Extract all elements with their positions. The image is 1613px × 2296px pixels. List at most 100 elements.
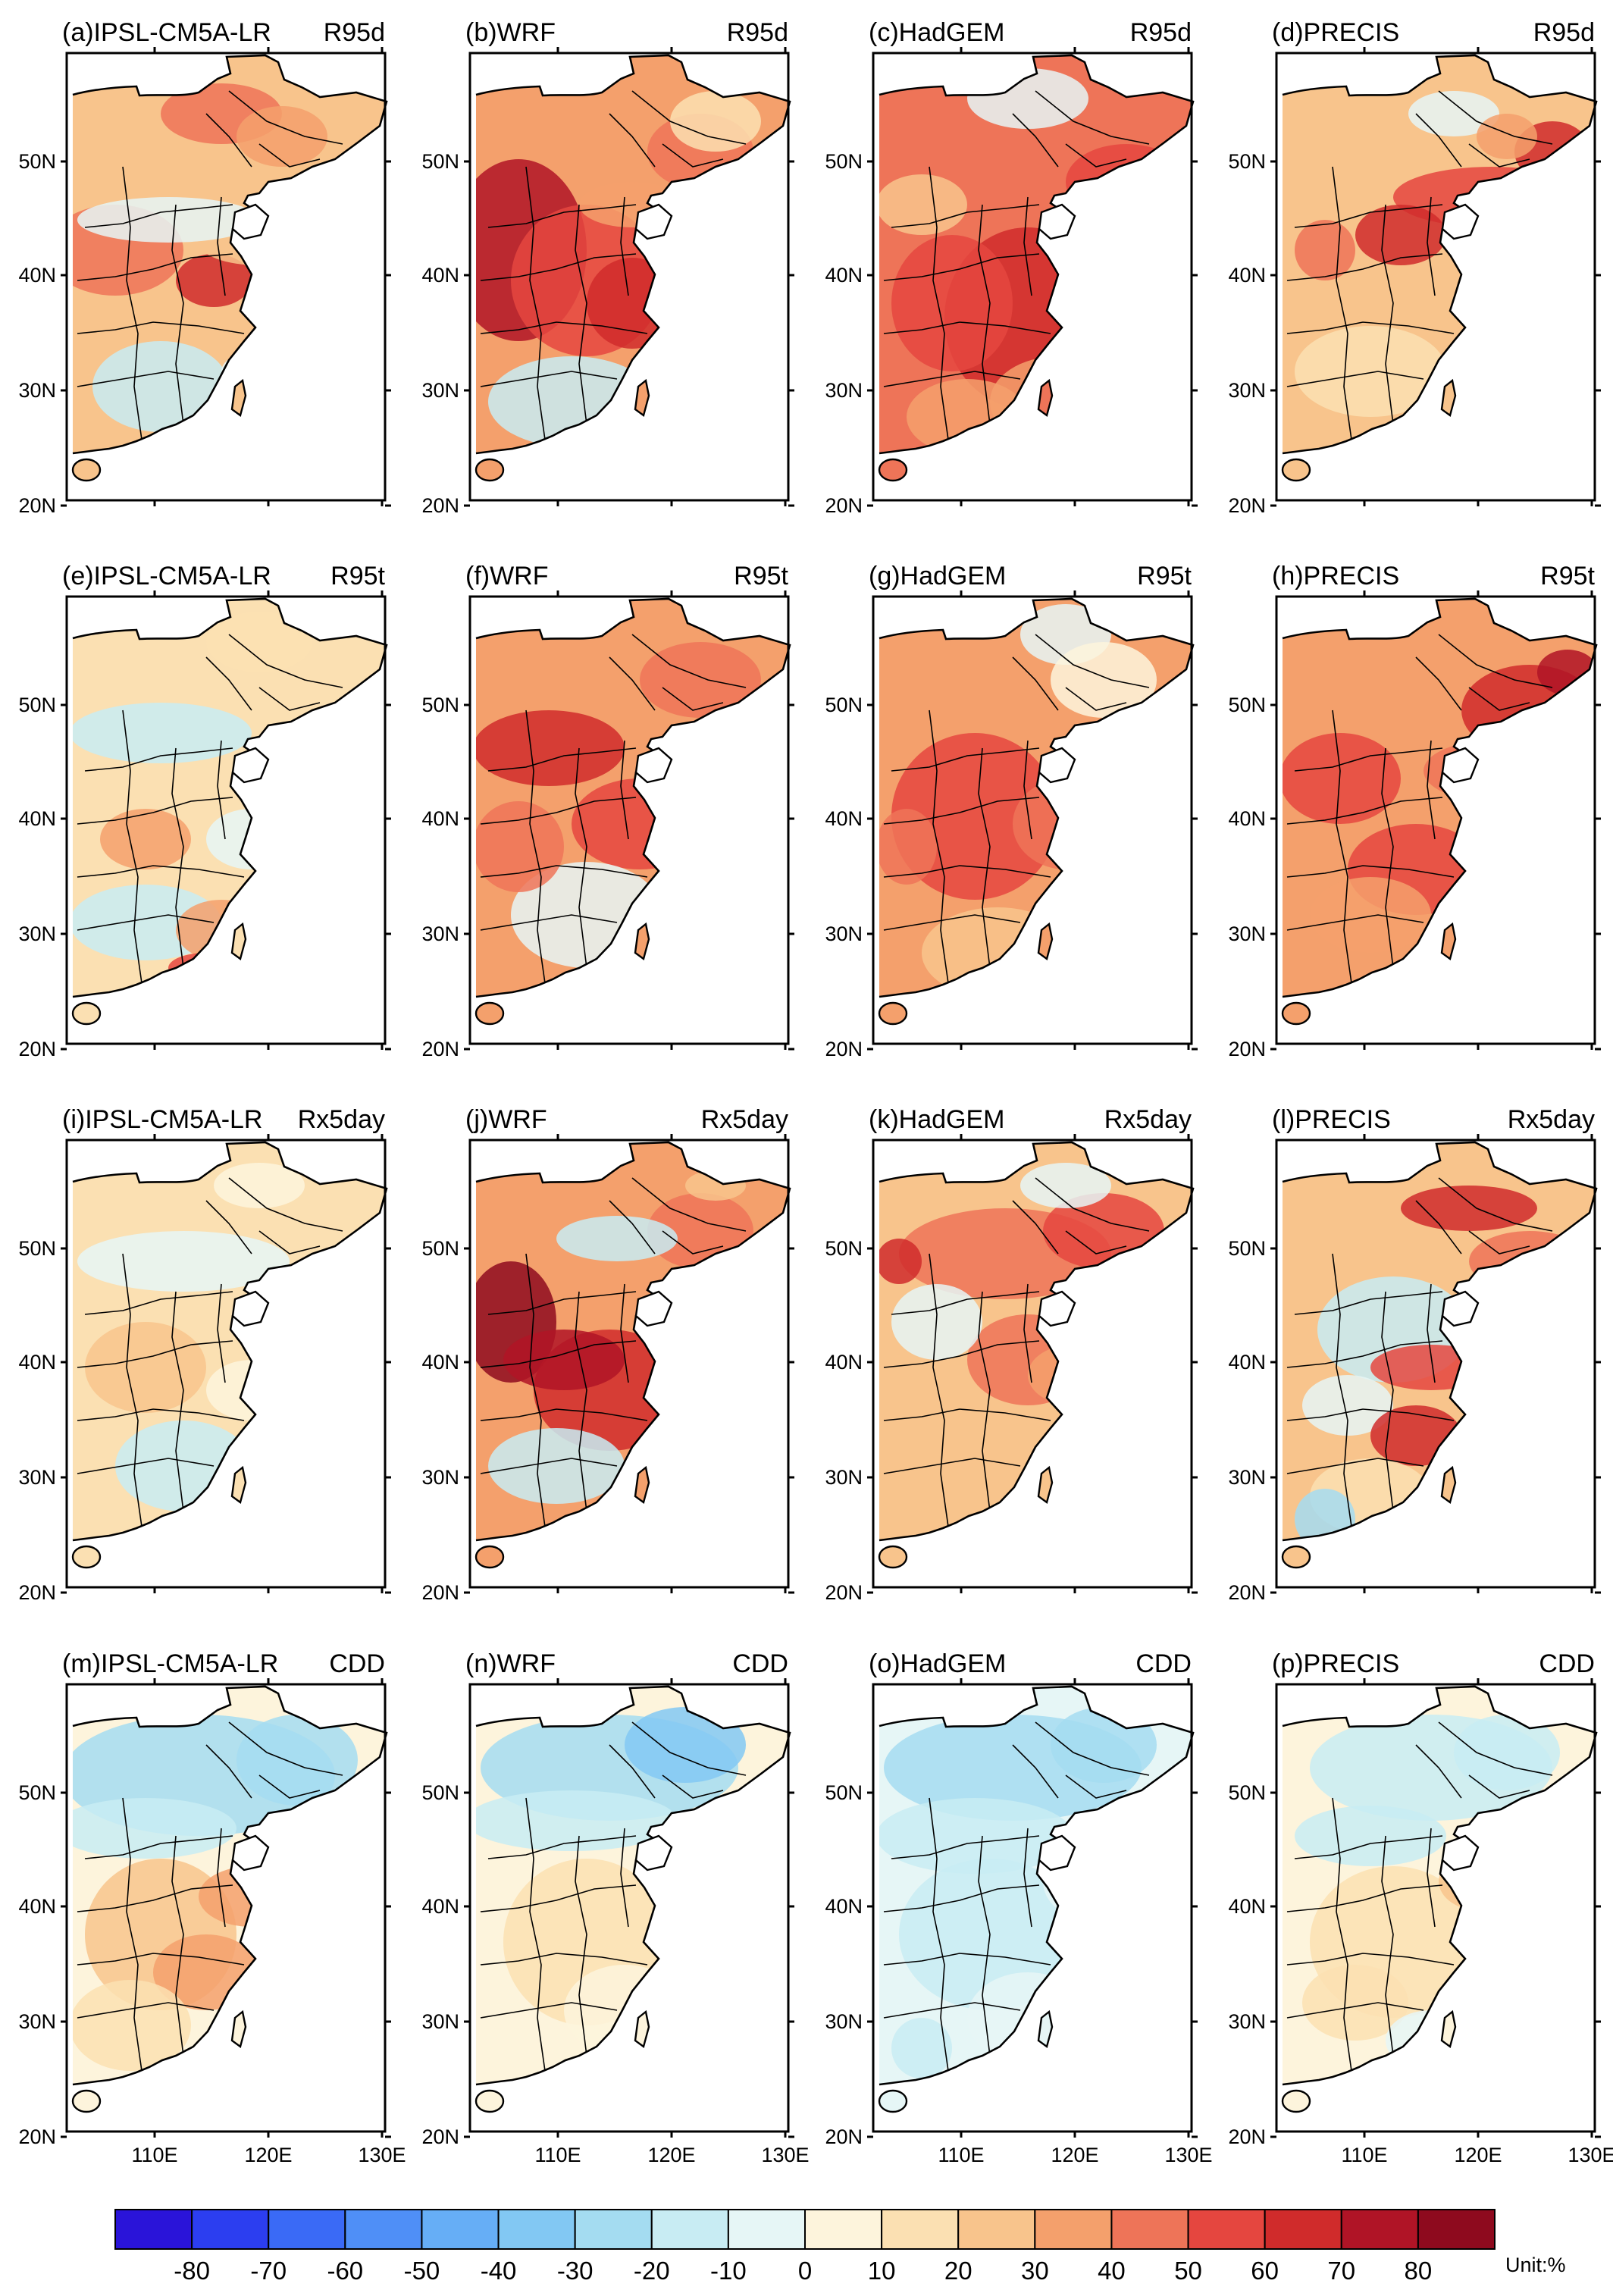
panel-title: (e)IPSL-CM5A-LR <box>62 562 271 590</box>
province-border <box>1381 747 1394 969</box>
province-border <box>480 253 637 281</box>
map-panel: 50N 40N 30N 20N (f)WRF R95t <box>421 562 794 1060</box>
bohai-sea <box>634 747 673 784</box>
taiwan-island <box>1440 378 1457 417</box>
province-border <box>662 687 724 711</box>
province-border <box>883 371 1021 387</box>
lat-label: 30N <box>825 379 863 402</box>
province-border <box>525 1253 546 1527</box>
map-panel: 50N 40N 30N 20N 110E 120E 130E (m)IPSL-CM5A-LR C… <box>18 1649 406 2166</box>
map-area <box>1281 597 1598 1026</box>
province-border <box>258 1774 321 1799</box>
lat-label: 40N <box>421 807 459 830</box>
panel-index: R95d <box>1130 18 1192 47</box>
lat-label: 50N <box>18 694 56 716</box>
coastline <box>475 597 791 998</box>
province-border <box>228 90 343 145</box>
lat-label: 30N <box>1228 379 1266 402</box>
taiwan-island <box>634 378 650 417</box>
bohai-sea <box>634 203 673 240</box>
province-border <box>1294 1835 1443 1859</box>
province-border <box>662 143 724 168</box>
colorbar-tick-label: -60 <box>327 2257 363 2285</box>
lat-label: 20N <box>825 1581 863 1604</box>
map-frame <box>65 1139 387 1589</box>
anomaly-patch <box>879 174 967 235</box>
province-border <box>1286 371 1424 387</box>
lat-label: 40N <box>18 264 56 287</box>
lon-label: 130E <box>1164 2144 1212 2166</box>
anomaly-patch <box>1051 642 1157 718</box>
province-border <box>480 1408 648 1421</box>
province-border <box>883 2002 1021 2019</box>
lat-label: 30N <box>18 379 56 402</box>
map-panel: 50N 40N 30N 20N (h)PRECIS R95t <box>1228 562 1601 1060</box>
anomaly-patch <box>564 1965 685 2056</box>
anomaly-patch <box>73 1980 191 2071</box>
province-border <box>883 1953 1051 1966</box>
anomaly-patch <box>73 1798 236 1859</box>
lat-label: 20N <box>18 2125 56 2148</box>
bohai-sea <box>1441 203 1480 240</box>
colorbar-tick-label: 30 <box>1021 2257 1049 2285</box>
map-area <box>475 597 791 1026</box>
anomaly-patch <box>476 710 625 786</box>
panels-layer: 50N 40N 30N 20N (a)IPSL-CM5A-LR R95d 50N 40N 30N… <box>18 18 1613 2166</box>
anomaly-patch <box>1051 1707 1157 1783</box>
anomaly-patch <box>640 642 761 718</box>
coastline <box>1282 54 1598 455</box>
lat-label: 20N <box>421 494 459 517</box>
province-border <box>1332 709 1352 984</box>
province-border <box>228 1177 343 1232</box>
lat-label: 30N <box>18 922 56 945</box>
lat-label: 20N <box>1228 494 1266 517</box>
anomaly-field <box>73 599 387 997</box>
province-border <box>480 371 618 387</box>
province-border <box>883 865 1051 878</box>
map-area <box>1281 1141 1598 1569</box>
map-panel: 50N 40N 30N 20N (b)WRF R95d <box>421 18 794 517</box>
anomaly-patch <box>176 254 252 307</box>
map-frame <box>872 1683 1193 2133</box>
lat-label: 40N <box>1228 807 1266 830</box>
colorbar-tick-label: 80 <box>1405 2257 1433 2285</box>
taiwan-island <box>634 2009 650 2048</box>
lat-label: 30N <box>1228 2010 1266 2033</box>
lat-label: 40N <box>1228 1895 1266 1918</box>
hainan-island <box>71 1545 102 1569</box>
province-border <box>883 321 1051 334</box>
province-border <box>1427 740 1436 840</box>
panel-index: R95d <box>727 18 788 47</box>
province-border <box>883 914 1021 931</box>
lat-label: 50N <box>1228 1237 1266 1260</box>
anomaly-patch <box>685 1170 746 1201</box>
province-border <box>77 1458 215 1474</box>
anomaly-field <box>476 1687 790 2085</box>
anomaly-patch <box>879 809 937 885</box>
province-border <box>891 1835 1040 1859</box>
hainan-island <box>71 2089 102 2113</box>
province-border <box>609 1744 656 1799</box>
province-border <box>620 1828 629 1928</box>
lat-label: 20N <box>1228 1038 1266 1060</box>
lon-label: 130E <box>358 2144 406 2166</box>
province-border <box>217 1828 226 1928</box>
lat-label: 20N <box>18 1038 56 1060</box>
province-border <box>1415 656 1462 711</box>
anomaly-patch <box>100 809 191 869</box>
province-border <box>487 1291 637 1315</box>
panel-index: R95t <box>1540 562 1595 590</box>
province-border <box>1438 1177 1553 1232</box>
province-border <box>631 90 747 145</box>
lat-label: 20N <box>421 1581 459 1604</box>
colorbar-tick-label: -40 <box>481 2257 517 2285</box>
province-border <box>77 371 215 387</box>
province-border <box>1427 1283 1436 1383</box>
province-border <box>1332 1253 1352 1527</box>
colorbar-tick-label: 60 <box>1251 2257 1279 2285</box>
bohai-sea <box>634 1290 673 1327</box>
province-border <box>883 1340 1040 1368</box>
anomaly-patch <box>1302 1375 1393 1436</box>
map-frame <box>468 52 790 502</box>
map-area <box>71 1141 388 1569</box>
